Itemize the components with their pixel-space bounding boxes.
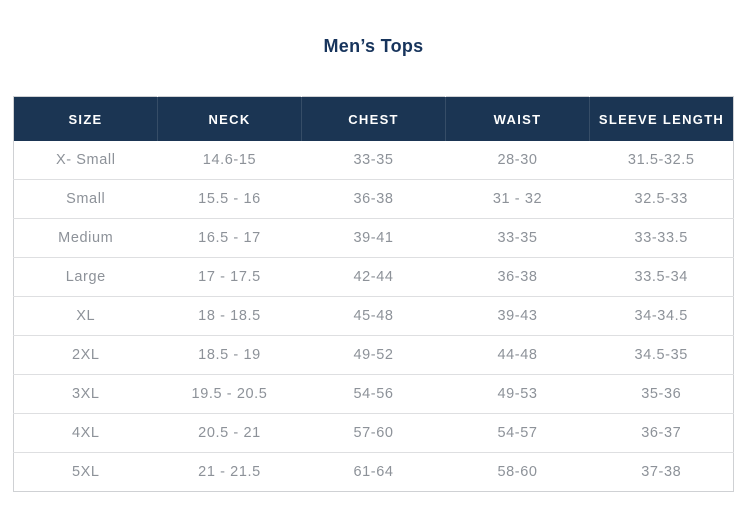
measurement-cell: 33-33.5 (589, 218, 734, 258)
measurement-cell: 18 - 18.5 (157, 296, 302, 336)
size-table: SIZE NECK CHEST WAIST SLEEVE LENGTH X- Small… (13, 96, 734, 492)
measurement-cell: 19.5 - 20.5 (157, 374, 302, 414)
page-title: Men’s Tops (323, 36, 424, 56)
measurement-cell: 45-48 (301, 296, 446, 336)
measurement-cell: 18.5 - 19 (157, 335, 302, 375)
measurement-cell: 35-36 (589, 374, 734, 414)
measurement-cell: 32.5-33 (589, 179, 734, 219)
measurement-cell: 39-43 (445, 296, 590, 336)
column-header: CHEST (301, 96, 446, 141)
measurement-cell: 34-34.5 (589, 296, 734, 336)
size-cell: X- Small (13, 141, 158, 180)
measurement-cell: 36-37 (589, 413, 734, 453)
measurement-cell: 14.6-15 (157, 141, 302, 180)
table-row: 4XL 20.5 - 21 57-60 54-57 36-37 (13, 413, 734, 453)
measurement-cell: 61-64 (353, 464, 394, 480)
measurement-cell: 20.5 - 21 (157, 413, 302, 453)
table-row: Medium 16.5 - 17 39-41 33-35 33-33.5 (13, 218, 734, 258)
measurement-cell: 16.5 - 17 (157, 218, 302, 258)
measurement-cell: 36-38 (445, 257, 590, 297)
measurement-cell: 17 - 17.5 (157, 257, 302, 297)
size-cell: Large (13, 257, 158, 297)
measurement-cell: 42-44 (301, 257, 446, 297)
header-row: SIZE NECK CHEST WAIST SLEEVE LENGTH (13, 96, 734, 141)
measurement-cell: 36-38 (301, 179, 446, 219)
measurement-cell: 54-56 (301, 374, 446, 414)
measurement-cell: 37-38 (641, 464, 682, 480)
size-table-body: X- Small 14.6-15 33-35 28-30 31.5-32.5 Small 1… (13, 141, 734, 492)
column-header: WAIST (445, 96, 590, 141)
measurement-cell: 28-30 (445, 141, 590, 180)
table-row: 2XL 18.5 - 19 49-52 44-48 34.5-35 (13, 335, 734, 375)
table-row: 3XL 19.5 - 20.5 54-56 49-53 35-36 (13, 374, 734, 414)
size-cell: Small (13, 179, 158, 219)
table-row: X- Small 14.6-15 33-35 28-30 31.5-32.5 (13, 141, 734, 180)
size-cell: Medium (13, 218, 158, 258)
size-table-header: SIZE NECK CHEST WAIST SLEEVE LENGTH (13, 96, 734, 141)
measurement-cell: 44-48 (445, 335, 590, 375)
measurement-cell: 31 - 32 (445, 179, 590, 219)
measurement-cell: 57-60 (301, 413, 446, 453)
measurement-cell: 54-57 (445, 413, 590, 453)
measurement-cell: 49-53 (445, 374, 590, 414)
table-row: Small 15.5 - 16 36-38 31 - 32 32.5-33 (13, 179, 734, 219)
size-cell: 4XL (13, 413, 158, 453)
measurement-cell: 15.5 - 16 (157, 179, 302, 219)
size-cell: 5XL (71, 464, 100, 480)
measurement-cell: 33-35 (445, 218, 590, 258)
size-cell: 3XL (13, 374, 158, 414)
measurement-cell: 33-35 (301, 141, 446, 180)
table-row: XL 18 - 18.5 45-48 39-43 34-34.5 (13, 296, 734, 336)
size-cell: 2XL (13, 335, 158, 375)
measurement-cell: 34.5-35 (589, 335, 734, 375)
column-header: SIZE (13, 96, 158, 141)
table-row: Large 17 - 17.5 42-44 36-38 33.5-34 (13, 257, 734, 297)
measurement-cell: 39-41 (301, 218, 446, 258)
column-header: NECK (157, 96, 302, 141)
column-header: SLEEVE LENGTH (589, 96, 734, 141)
measurement-cell: 49-52 (301, 335, 446, 375)
table-row: 5XL 21 - 21.5 61-64 58-60 37-38 (14, 453, 734, 492)
measurement-cell: 33.5-34 (589, 257, 734, 297)
measurement-cell: 31.5-32.5 (589, 141, 734, 180)
size-cell: XL (13, 296, 158, 336)
measurement-cell: 21 - 21.5 (198, 464, 261, 480)
measurement-cell: 58-60 (497, 464, 538, 480)
